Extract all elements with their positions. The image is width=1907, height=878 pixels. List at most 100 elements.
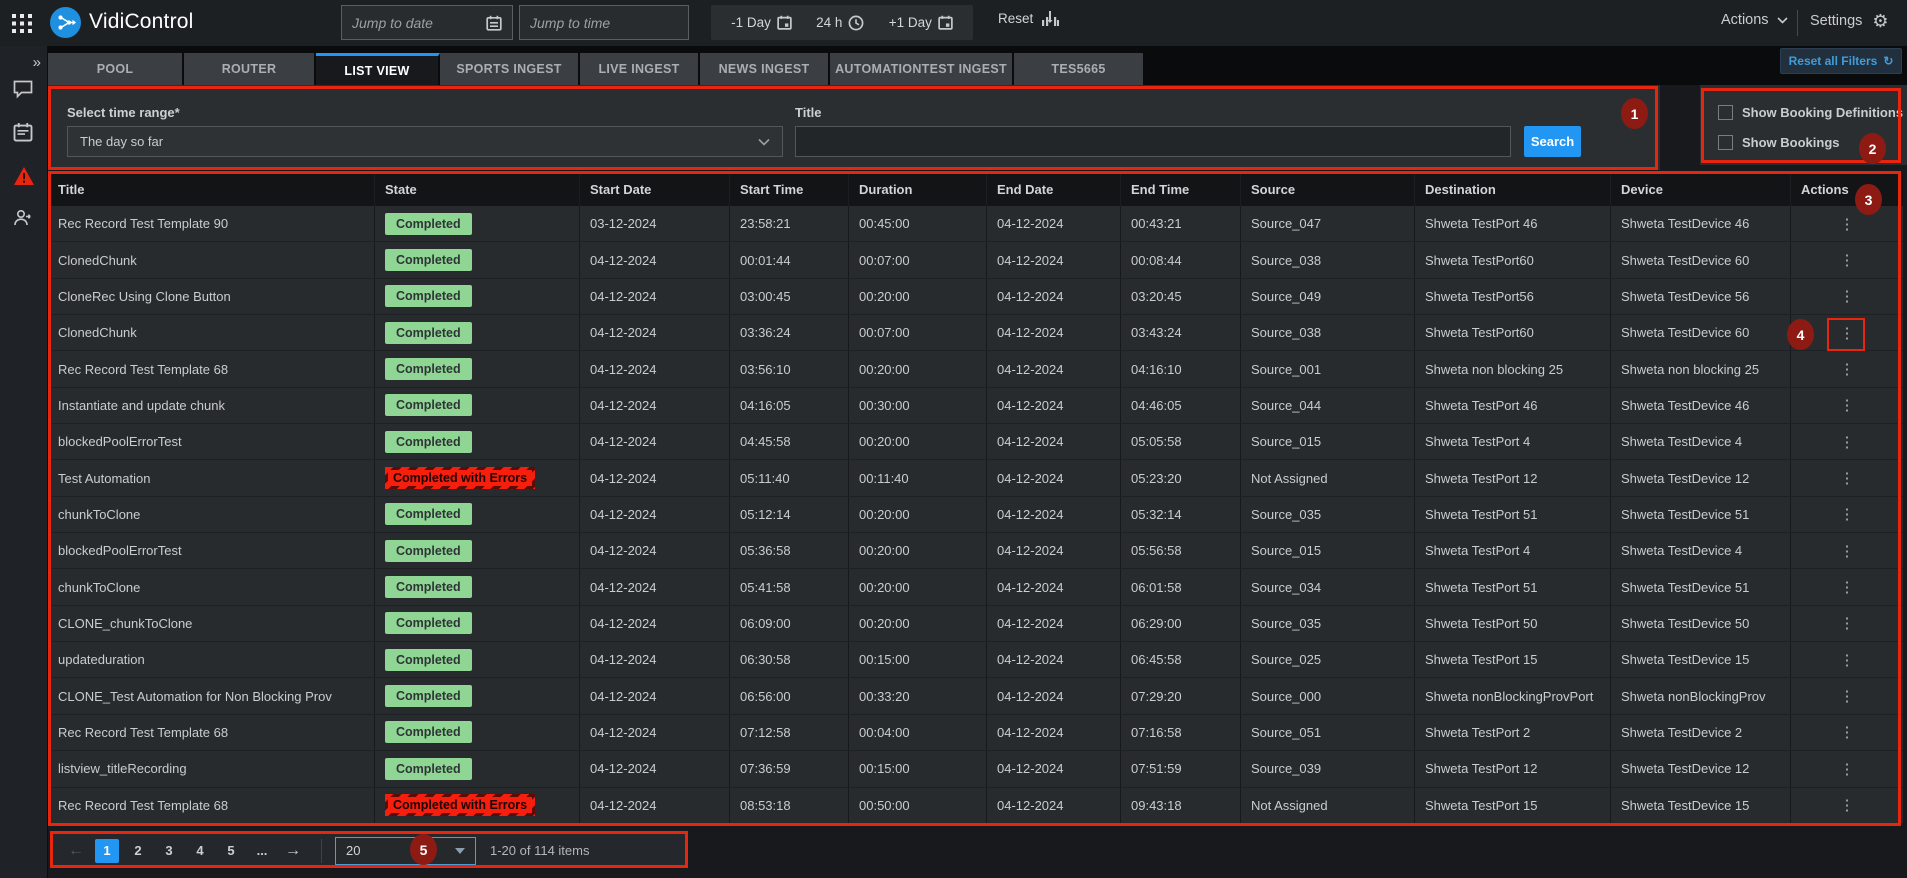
tab-list-view[interactable]: LIST VIEW (316, 53, 440, 85)
row-actions-kebab-icon[interactable]: ⋮ (1839, 542, 1855, 560)
cell-actions: ⋮ (1790, 351, 1903, 387)
row-actions-kebab-icon[interactable]: ⋮ (1839, 470, 1855, 488)
row-actions-kebab-icon[interactable]: ⋮ (1839, 215, 1855, 233)
row-actions-kebab-icon[interactable]: ⋮ (1839, 252, 1855, 270)
show-bookings-row[interactable]: Show Bookings (1718, 135, 1840, 150)
column-header-end-date[interactable]: End Date (986, 173, 1120, 206)
status-badge-error: Completed with Errors (385, 467, 536, 490)
row-actions-kebab-icon[interactable]: ⋮ (1839, 797, 1855, 815)
column-header-title[interactable]: Title (58, 182, 85, 197)
page-button-5[interactable]: 5 (227, 843, 235, 858)
jump-to-time-input[interactable] (530, 14, 678, 31)
cell-title: Rec Record Test Template 68 (58, 361, 229, 377)
status-badge-completed: Completed (385, 757, 472, 780)
row-actions-kebab-icon[interactable]: ⋮ (1839, 651, 1855, 669)
row-actions-kebab-icon[interactable]: ⋮ (1839, 615, 1855, 633)
row-actions-kebab-icon[interactable]: ⋮ (1839, 506, 1855, 524)
actions-menu-button[interactable]: Actions (1721, 12, 1788, 28)
title-filter-input[interactable] (795, 126, 1511, 157)
cell-end-date: 04-12-2024 (986, 605, 1120, 642)
cell-state: Completed (374, 714, 579, 751)
row-actions-kebab-icon[interactable]: ⋮ (1839, 579, 1855, 597)
minus-1-day-button[interactable]: -1 Day (731, 15, 792, 30)
column-header-state[interactable]: State (374, 173, 579, 206)
column-header-duration[interactable]: Duration (848, 173, 986, 206)
cell-device: Shweta TestDevice 15 (1610, 787, 1790, 823)
status-badge-completed: Completed (385, 721, 472, 744)
table-row: blockedPoolErrorTest Completed 04-12-2024 0… (48, 533, 1903, 570)
cell-duration: 00:33:20 (848, 678, 986, 714)
calendar-icon[interactable] (486, 15, 502, 31)
24h-range-button[interactable]: 24 h (816, 15, 864, 31)
cell-start-time: 00:01:44 (729, 242, 848, 278)
cell-end-date: 04-12-2024 (986, 642, 1120, 678)
cell-start-date: 04-12-2024 (579, 242, 729, 278)
cell-device: Shweta TestDevice 50 (1610, 605, 1790, 642)
show-booking-definitions-row[interactable]: Show Booking Definitions (1718, 105, 1903, 120)
tab-router[interactable]: ROUTER (184, 53, 316, 85)
row-actions-kebab-icon[interactable]: ⋮ (1839, 688, 1855, 706)
sidebar-expand-icon[interactable]: » (32, 54, 41, 71)
reset-all-filters-button[interactable]: Reset all Filters ↻ (1780, 48, 1902, 74)
clock-icon (848, 15, 864, 31)
column-header-actions[interactable]: Actions (1790, 173, 1903, 206)
show-booking-definitions-checkbox[interactable] (1718, 105, 1733, 120)
cell-start-time: 05:36:58 (729, 533, 848, 569)
cell-destination: Shweta TestPort 46 (1414, 206, 1610, 242)
cell-end-date: 04-12-2024 (986, 387, 1120, 424)
table-row: Rec Record Test Template 68 Completed 04-1… (48, 714, 1903, 752)
cell-actions: ⋮ (1790, 751, 1903, 787)
row-actions-kebab-icon[interactable]: ⋮ (1839, 324, 1855, 342)
row-actions-kebab-icon[interactable]: ⋮ (1839, 361, 1855, 379)
tab-sports-ingest[interactable]: SPORTS INGEST (440, 53, 580, 85)
column-header-device[interactable]: Device (1610, 173, 1790, 206)
column-header-end-time[interactable]: End Time (1120, 173, 1240, 206)
column-header-destination[interactable]: Destination (1414, 173, 1610, 206)
time-range-select[interactable]: The day so far (67, 126, 783, 157)
page-size-select[interactable]: 20 (335, 836, 476, 865)
comments-icon[interactable] (13, 80, 35, 102)
cell-actions: ⋮ (1790, 678, 1903, 714)
row-actions-kebab-icon[interactable]: ⋮ (1839, 288, 1855, 306)
cell-duration: 00:04:00 (848, 714, 986, 751)
user-export-icon[interactable] (13, 208, 35, 230)
cell-start-time: 03:36:24 (729, 315, 848, 351)
cell-destination: Shweta TestPort 12 (1414, 460, 1610, 496)
reset-button[interactable]: Reset (998, 10, 1060, 27)
page-button-1[interactable]: 1 (95, 838, 119, 863)
cell-start-time: 08:53:18 (729, 787, 848, 823)
plus-1-day-button[interactable]: +1 Day (889, 15, 953, 30)
settings-button[interactable]: Settings ⚙ (1810, 11, 1889, 31)
page-button-2[interactable]: 2 (134, 843, 142, 858)
column-header-source[interactable]: Source (1240, 173, 1414, 206)
page-button-3[interactable]: 3 (165, 843, 173, 858)
tab-tes5665[interactable]: TES5665 (1014, 53, 1145, 85)
app-launcher-grid-icon[interactable] (12, 14, 32, 33)
column-header-start-time[interactable]: Start Time (729, 173, 848, 206)
jump-to-date-input[interactable] (352, 14, 486, 31)
next-page-arrow-icon[interactable]: → (285, 841, 301, 859)
row-actions-kebab-icon[interactable]: ⋮ (1839, 760, 1855, 778)
row-actions-kebab-icon[interactable]: ⋮ (1839, 433, 1855, 451)
jump-to-time-field[interactable] (519, 5, 689, 40)
tab-live-ingest[interactable]: LIVE INGEST (580, 53, 700, 85)
cell-duration: 00:20:00 (848, 351, 986, 387)
cell-duration: 00:15:00 (848, 642, 986, 678)
show-bookings-checkbox[interactable] (1718, 135, 1733, 150)
row-actions-kebab-icon[interactable]: ⋮ (1839, 724, 1855, 742)
cell-duration: 00:20:00 (848, 424, 986, 460)
cell-device: Shweta nonBlockingProv (1610, 678, 1790, 714)
status-badge-completed: Completed (385, 430, 472, 453)
cell-end-time: 00:43:21 (1120, 206, 1240, 242)
tab-pool[interactable]: POOL (48, 53, 184, 85)
alerts-warning-icon[interactable] (13, 166, 35, 188)
tab-automationtest-ingest[interactable]: AUTOMATIONTEST INGEST (830, 53, 1014, 85)
calendar-icon[interactable] (13, 122, 35, 144)
jump-to-date-field[interactable] (341, 5, 513, 40)
tab-news-ingest[interactable]: NEWS INGEST (700, 53, 830, 85)
row-actions-kebab-icon[interactable]: ⋮ (1839, 397, 1855, 415)
page-button-4[interactable]: 4 (196, 843, 204, 858)
previous-page-arrow-icon[interactable]: ← (68, 841, 84, 859)
search-button[interactable]: Search (1524, 126, 1581, 157)
column-header-start-date[interactable]: Start Date (579, 173, 729, 206)
